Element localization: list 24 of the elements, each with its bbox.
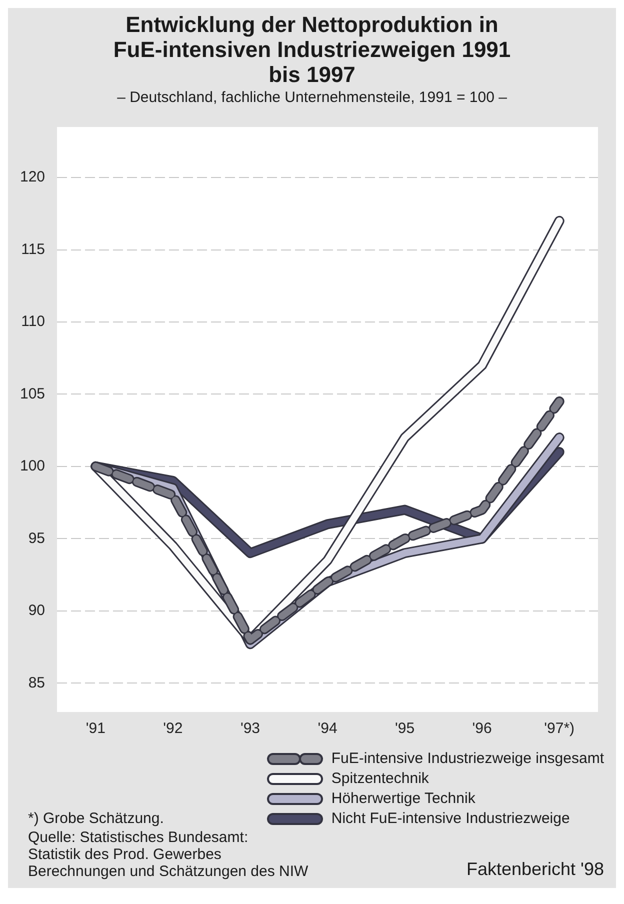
y-tick-label: 120 bbox=[20, 168, 46, 186]
y-tick-label: 105 bbox=[20, 385, 46, 402]
source-note: Quelle: Statistisches Bundesamt: Statistik des Prod. Gewerbes Berechnungen und Schätzungen des NIW bbox=[28, 829, 308, 880]
x-tick-label: '94 bbox=[318, 720, 338, 738]
y-tick-label: 115 bbox=[21, 240, 46, 258]
x-tick-label: '92 bbox=[163, 720, 183, 738]
y-tick-label: 100 bbox=[20, 458, 46, 475]
text: *) Grobe Schätzung. bbox=[28, 810, 164, 827]
legend-label: Höherwertige Technik bbox=[331, 790, 476, 807]
x-tick-label: '96 bbox=[472, 720, 492, 738]
x-tick-label: '93 bbox=[240, 720, 260, 738]
legend-label: FuE-intensive Industriezweige insgesamt bbox=[331, 750, 604, 767]
text: Faktenbericht '98 bbox=[466, 859, 604, 880]
chart-subtitle: – Deutschland, fachliche Unternehmensteile, 1991 = 100 – bbox=[116, 89, 508, 106]
legend-label: Spitzentechnik bbox=[331, 770, 429, 787]
y-tick-label: 90 bbox=[28, 602, 46, 620]
y-tick-label: 85 bbox=[28, 674, 46, 692]
x-tick-label: '95 bbox=[395, 720, 415, 738]
chart-title: Entwicklung der Nettoproduktion in FuE-intensiven Industriezweigen 1991 bis 1997 bbox=[112, 12, 512, 87]
x-tick-label: '91 bbox=[86, 720, 106, 738]
legend-label: Nicht FuE-intensive Industriezweige bbox=[331, 810, 570, 827]
y-tick-label: 110 bbox=[21, 313, 46, 330]
x-tick-label: '97*) bbox=[544, 720, 575, 738]
y-tick-label: 95 bbox=[28, 530, 46, 547]
